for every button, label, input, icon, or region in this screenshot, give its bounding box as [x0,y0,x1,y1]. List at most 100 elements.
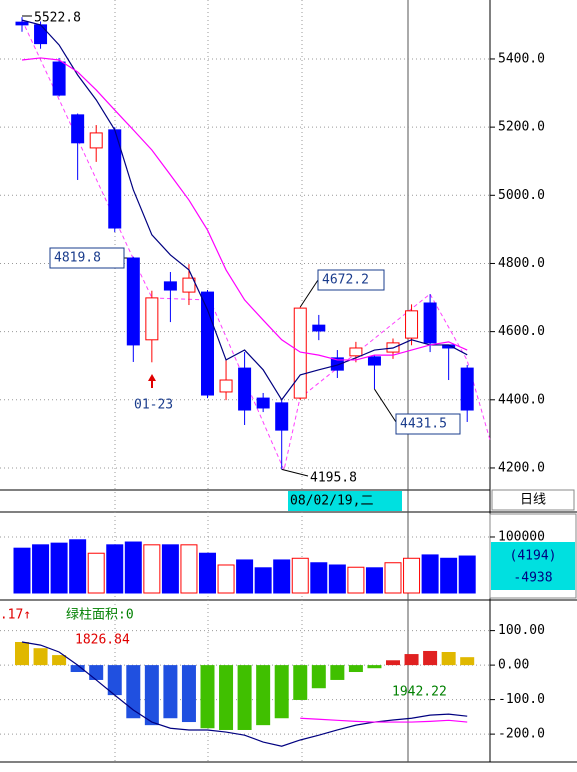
y-tick-label: 100.00 [498,623,545,638]
candle-body [238,367,252,411]
candle-body [312,324,326,332]
volume-label-box [491,542,575,590]
ma-line [21,641,468,747]
ma-line [21,19,468,401]
y-tick-label: 4800.0 [498,256,545,271]
annotation: 5522.8 [34,11,81,26]
macd-bar [404,654,419,666]
macd-annotation: 1942.22 [392,685,447,700]
candle-body [201,291,214,396]
volume-bar [87,552,105,594]
candle-body [367,356,381,366]
volume-bar [310,562,328,594]
y-tick-label: -200.0 [498,727,545,742]
volume-label: (4194) [510,549,557,564]
macd-bar [293,665,308,700]
candle-body [256,397,270,409]
candle-body [71,114,85,144]
volume-side-box [489,513,577,599]
volume-bar [199,552,216,594]
volume-bar [384,562,402,594]
volume-bar [143,544,161,594]
candle-body [163,281,177,291]
macd-bar [348,665,363,673]
volume-bar [236,559,254,594]
macd-bar [219,665,234,730]
macd-bar [89,665,104,680]
volume-bar [347,566,365,594]
y-tick-label: 0.00 [498,658,529,673]
cursor-label-box [288,491,402,511]
volume-bar [32,544,50,594]
macd-bar [107,665,122,696]
volume-bar [365,567,383,594]
y-tick-label: 4400.0 [498,392,545,407]
macd-bar [311,665,326,689]
annotation: 4819.8 [54,251,101,266]
candle-body [219,379,233,393]
macd-legend: 绿柱面积:0 [66,608,134,623]
candle-body [423,302,437,344]
annotation-box [49,247,125,269]
annotation-box [317,269,385,291]
macd-bar [274,665,289,719]
candle-body [15,21,29,26]
y-tick-label: -100.0 [498,692,545,707]
volume-bar [328,564,346,594]
annotation-line [299,279,319,308]
y-tick-label: 100000 [498,529,545,544]
volume-bar [124,541,142,594]
volume-bar [254,567,272,594]
volume-bar [421,554,439,594]
volume-bar [440,557,458,594]
volume-bar [161,544,179,594]
macd-bar [52,655,67,666]
macd-bar [144,665,159,726]
candle-body [275,402,289,431]
macd-bar [423,650,438,666]
candle-body [182,277,196,293]
macd-bar [386,660,400,666]
volume-bar [180,544,198,594]
annotation-line [374,388,397,423]
candle-body [330,357,344,371]
candle-body [126,257,140,346]
volume-bar [458,555,476,594]
macd-annotation: 1826.84 [75,633,130,648]
volume-bar [13,547,31,594]
volume-bar [50,542,68,594]
macd-bar [15,641,29,666]
macd-bar [237,665,252,730]
annotation: 4431.5 [400,417,447,432]
macd-bar [181,665,196,723]
macd-bar [200,665,215,729]
candle-body [460,367,474,411]
volume-bar [106,544,124,594]
period-box [491,489,575,511]
annotation: 01-23 [134,398,173,413]
macd-bar [163,665,178,719]
macd-bar [126,665,141,719]
volume-bar [273,559,291,594]
candle-body [145,297,159,341]
macd-bar [70,665,85,673]
volume-bar [69,539,87,594]
candle-body [405,310,419,339]
ma-line [21,57,468,361]
annotation: 4672.2 [322,273,369,288]
macd-legend: 0.17↑ [0,608,31,623]
macd-bar [441,651,456,666]
macd-bar [33,648,48,666]
period-label: 日线 [520,493,546,508]
y-tick-label: 5000.0 [498,188,545,203]
volume-bar [217,564,235,594]
candle-body [349,347,363,357]
ma-line [300,717,468,723]
volume-label: -4938 [513,571,552,586]
macd-bar [460,657,475,666]
annotation-box [395,413,461,435]
y-tick-label: 4600.0 [498,324,545,339]
annotation-line [281,468,309,477]
